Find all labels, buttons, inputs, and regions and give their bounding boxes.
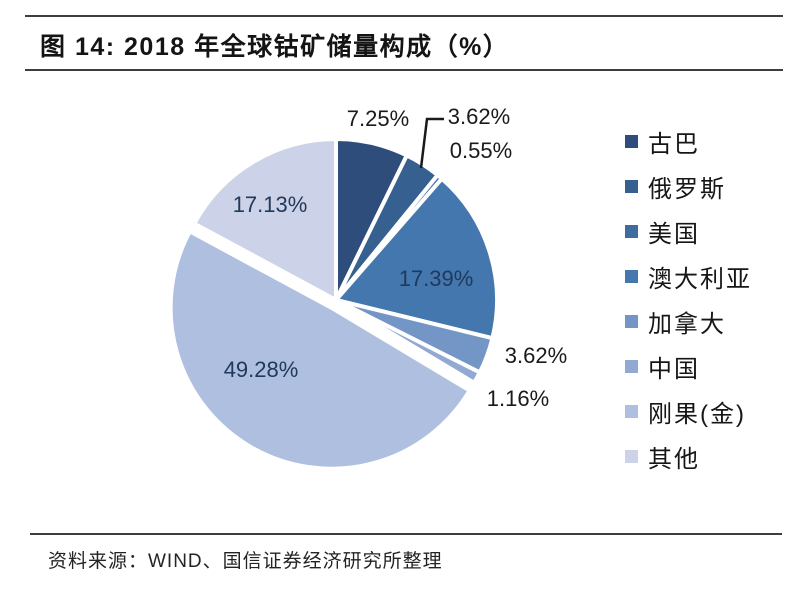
legend-item-cuba: 古巴 — [625, 128, 752, 158]
pie-label-congo_drc: 49.28% — [224, 357, 299, 382]
leader-line-russia — [419, 117, 444, 169]
legend-item-canada: 加拿大 — [625, 308, 752, 338]
pie-label-others: 17.13% — [233, 192, 308, 217]
legend-swatch-usa — [625, 224, 638, 238]
legend-item-others: 其他 — [625, 443, 752, 473]
pie-slice-china — [334, 298, 482, 385]
legend-swatch-cuba — [625, 134, 638, 148]
legend-label-russia: 俄罗斯 — [648, 175, 726, 203]
legend-item-russia: 俄罗斯 — [625, 173, 752, 203]
source-rule — [30, 533, 782, 535]
figure-title: 图 14: 2018 年全球钴矿储量构成（%） — [40, 33, 510, 61]
legend-swatch-others — [625, 449, 638, 463]
pie-label-russia: 3.62% — [448, 104, 510, 129]
pie-label-usa: 0.55% — [450, 138, 512, 163]
pie-slice-others — [192, 137, 338, 302]
legend-swatch-canada — [625, 314, 638, 328]
legend-swatch-australia — [625, 269, 638, 283]
legend-swatch-congo_drc — [625, 404, 638, 418]
legend-item-australia: 澳大利亚 — [625, 263, 752, 293]
legend-label-usa: 美国 — [648, 220, 700, 248]
title-rule-top — [25, 15, 783, 17]
chart-legend: 古巴俄罗斯美国澳大利亚加拿大中国刚果(金) 其他 — [625, 128, 752, 488]
source-note: 资料来源：WIND、国信证券经济研究所整理 — [48, 551, 443, 572]
legend-item-congo_drc: 刚果(金) — [625, 398, 752, 428]
pie-label-canada: 3.62% — [505, 343, 567, 368]
pie-slice-australia — [334, 176, 499, 341]
legend-label-congo_drc: 刚果(金) — [648, 400, 746, 428]
pie-label-china: 1.16% — [487, 386, 549, 411]
pie-chart: 7.25% 3.62% 0.55% 17.39% 3.62% 1.16% 49.28% 17.… — [168, 104, 567, 471]
legend-label-cuba: 古巴 — [648, 130, 700, 158]
legend-label-others: 其他 — [648, 445, 700, 473]
legend-label-china: 中国 — [648, 355, 700, 383]
legend-swatch-russia — [625, 179, 638, 193]
legend-swatch-china — [625, 359, 638, 373]
legend-label-canada: 加拿大 — [648, 310, 726, 338]
legend-item-china: 中国 — [625, 353, 752, 383]
legend-label-australia: 澳大利亚 — [648, 265, 752, 293]
pie-label-australia: 17.39% — [399, 266, 474, 291]
legend-item-usa: 美国 — [625, 218, 752, 248]
pie-slice-congo_drc — [168, 229, 472, 471]
title-rule-bottom — [25, 69, 783, 71]
pie-label-cuba: 7.25% — [347, 106, 409, 131]
